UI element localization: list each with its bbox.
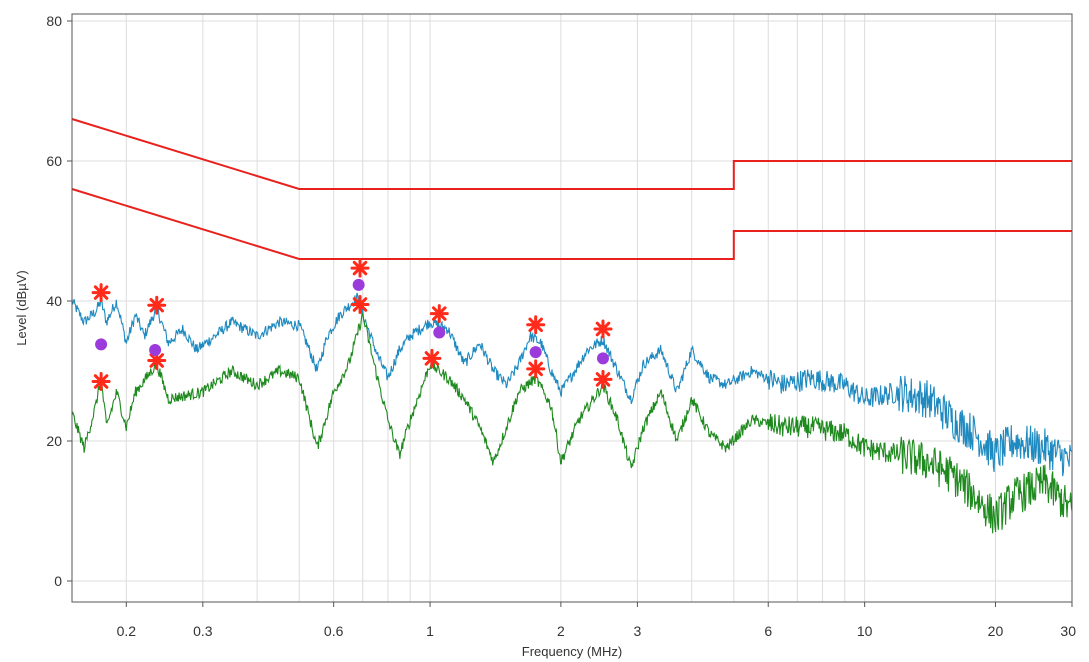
- average-trace-line: [71, 312, 1073, 534]
- x-tick-label: 1: [426, 623, 434, 639]
- peak-star-marker: [350, 295, 370, 314]
- x-tick-label: 30: [1060, 623, 1076, 639]
- peak-star-marker: [526, 359, 546, 379]
- measurement-dot: [95, 338, 108, 351]
- peak-star-marker: [91, 283, 111, 303]
- y-axis-title: Level (dBµV): [14, 270, 29, 345]
- star-stroke: [149, 297, 164, 313]
- peak-star-marker: [147, 351, 167, 370]
- peak-star-marker: [593, 369, 613, 389]
- peak-star-marker: [429, 304, 449, 324]
- limit-lower-line: [71, 188, 1072, 260]
- peak-star-marker: [147, 295, 167, 315]
- star-stroke: [424, 351, 440, 366]
- x-tick-label: 6: [764, 623, 772, 639]
- gridlines: [72, 14, 1072, 602]
- x-axis-title: Frequency (MHz): [522, 644, 622, 659]
- measurement-dot: [433, 326, 446, 339]
- y-tick-label: 20: [46, 433, 62, 449]
- x-tick-label: 10: [857, 623, 873, 639]
- x-tick-label: 20: [988, 623, 1004, 639]
- peak-star-marker: [593, 319, 613, 339]
- plot-frame: [71, 13, 1073, 603]
- measurement-dot: [149, 344, 162, 356]
- measurement-dot: [529, 346, 542, 359]
- measurement-dot: [597, 352, 610, 365]
- star-stroke: [595, 321, 611, 337]
- trace-lines: [71, 292, 1073, 534]
- y-tick-label: 80: [46, 13, 62, 29]
- peak-star-marker: [526, 315, 546, 335]
- peak-trace-line: [71, 292, 1073, 477]
- y-tick-label: 60: [46, 153, 62, 169]
- star-stroke: [149, 353, 164, 368]
- x-tick-label: 3: [634, 623, 642, 639]
- y-tick-labels: 0 20 40 60 80: [46, 13, 72, 589]
- peak-star-marker: [350, 258, 370, 278]
- y-tick-label: 40: [46, 293, 62, 309]
- x-tick-labels: 0.2 0.3 0.6 1 2 3 6 10 20 30: [117, 602, 1076, 639]
- star-stroke: [528, 361, 543, 377]
- limit-lines: [71, 118, 1072, 260]
- markers: [91, 258, 613, 391]
- x-tick-label: 0.6: [324, 623, 344, 639]
- star-stroke: [528, 317, 543, 333]
- star-stroke: [595, 372, 611, 387]
- star-stroke: [352, 260, 368, 276]
- x-tick-label: 2: [557, 623, 565, 639]
- star-stroke: [93, 285, 109, 300]
- peak-star-marker: [91, 372, 111, 391]
- star-stroke: [352, 297, 368, 312]
- limit-upper-line: [71, 118, 1072, 190]
- peak-star-marker: [422, 348, 442, 368]
- measurement-dot: [352, 278, 365, 291]
- star-stroke: [432, 306, 447, 321]
- x-tick-label: 0.3: [193, 623, 213, 639]
- x-tick-label: 0.2: [117, 623, 137, 639]
- y-tick-label: 0: [54, 573, 62, 589]
- star-stroke: [93, 374, 109, 389]
